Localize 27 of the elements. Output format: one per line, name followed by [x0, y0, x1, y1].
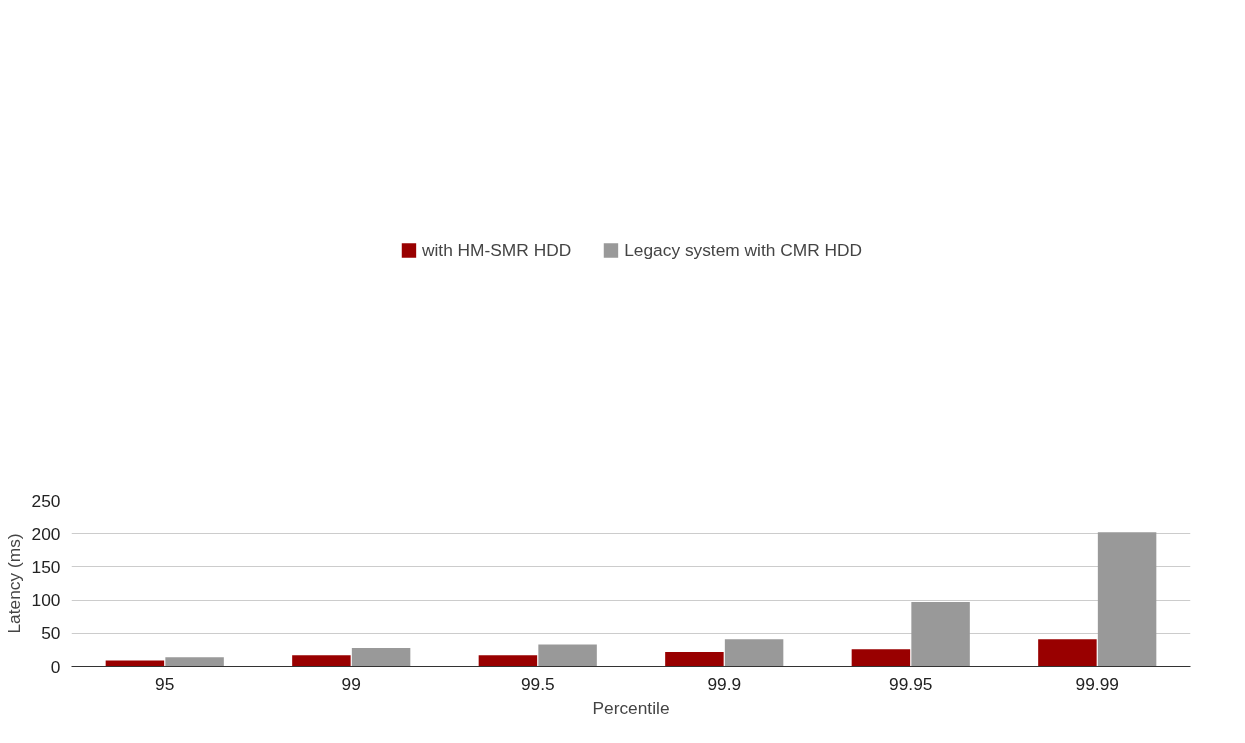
y-tick-label: 200 — [31, 523, 61, 544]
bar — [911, 602, 970, 667]
bar — [724, 639, 784, 667]
y-tick-label: 0 — [50, 656, 61, 677]
bar — [851, 649, 911, 667]
x-tick-label: 99.9 — [707, 673, 742, 694]
y-tick-label: 50 — [41, 623, 61, 644]
x-tick-label: 95 — [155, 673, 175, 694]
legend-label: with HM-SMR HDD — [421, 239, 572, 261]
y-tick-label: 150 — [31, 556, 61, 577]
x-tick-label: 99 — [341, 673, 361, 694]
bar — [538, 644, 597, 667]
bar — [292, 655, 351, 667]
legend-label: Legacy system with CMR HDD — [624, 239, 863, 261]
x-axis-title: Percentile — [592, 697, 670, 718]
y-tick-label: 250 — [31, 490, 61, 511]
x-tick-label: 99.5 — [520, 673, 555, 694]
bar — [165, 657, 224, 667]
bar — [351, 647, 411, 667]
x-tick-label: 99.99 — [1075, 673, 1119, 694]
bar — [478, 655, 538, 667]
bar — [1097, 532, 1157, 667]
y-tick-label: 100 — [31, 590, 61, 611]
bar — [1038, 639, 1097, 667]
x-tick-label: 99.95 — [889, 673, 933, 694]
bar — [665, 651, 724, 667]
y-axis-title: Latency (ms) — [3, 533, 24, 634]
